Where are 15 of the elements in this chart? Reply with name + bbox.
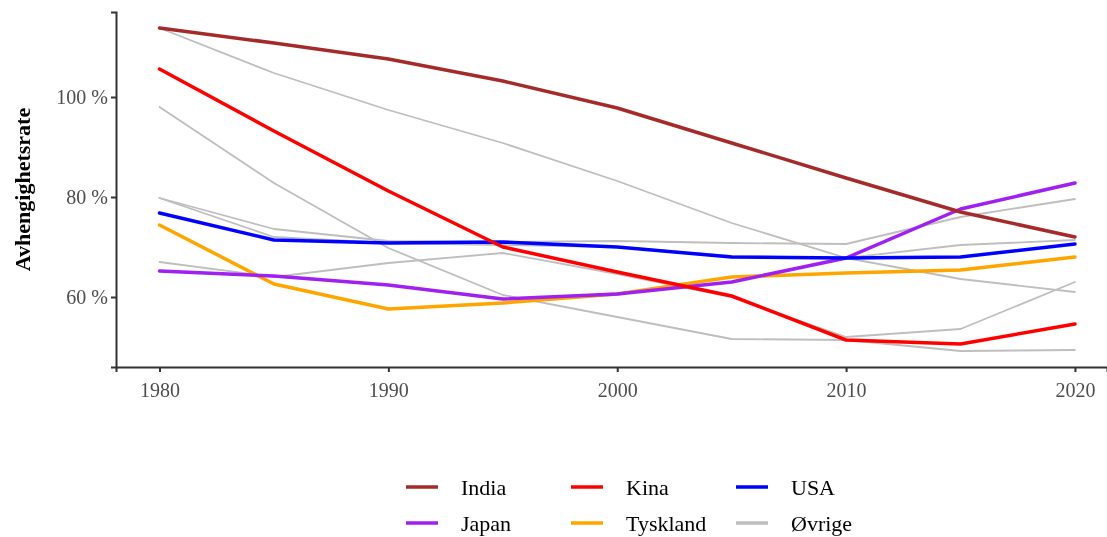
legend-label: Japan (461, 510, 512, 536)
x-tick-label: 2020 (1055, 379, 1096, 401)
legend-label: Tyskland (626, 510, 707, 536)
y-tick-label: 60 % (66, 285, 108, 308)
x-tick-label: 1990 (368, 379, 409, 401)
y-tick-label: 80 % (66, 185, 108, 208)
x-tick-label: 1980 (139, 379, 180, 401)
legend-label: Kina (626, 474, 669, 500)
legend-label: India (461, 474, 507, 500)
legend-label: Øvrige (791, 510, 853, 536)
y-axis-title: Avhengighetsrate (10, 107, 35, 272)
legend-label: USA (791, 474, 836, 500)
x-tick-label: 2000 (597, 379, 638, 401)
y-tick-label: 100 % (56, 85, 108, 108)
x-tick-label: 2010 (826, 379, 867, 401)
